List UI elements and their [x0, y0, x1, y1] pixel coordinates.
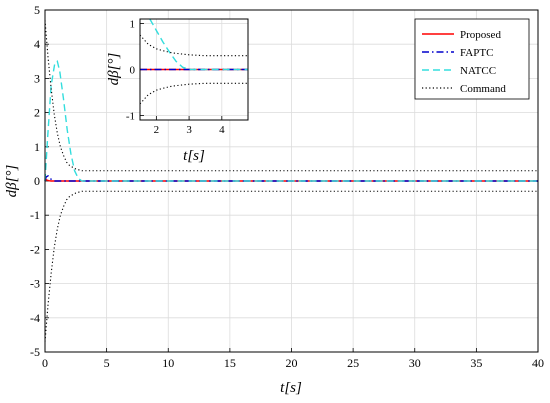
inset-series-command: [139, 34, 248, 57]
main-x-tick-label: 25: [347, 356, 359, 370]
main-x-tick-label: 20: [286, 356, 298, 370]
main-series-command: [44, 20, 538, 172]
main-y-tick-label: 5: [34, 3, 40, 17]
main-x-tick-label: 35: [470, 356, 482, 370]
legend-label-faptc: FAPTC: [460, 47, 493, 59]
inset-series-command-lower: [139, 82, 248, 105]
inset-x-tick-label: 2: [154, 124, 160, 136]
legend: Proposed FAPTC NATCC Command: [414, 18, 530, 100]
inset-y-tick-label: -1: [126, 110, 135, 122]
main-y-tick-label: 3: [34, 71, 40, 85]
main-series-command-lower: [44, 190, 538, 342]
main-y-tick-label: -4: [30, 311, 40, 325]
main-plot-frame: [44, 9, 539, 353]
inset-y-tick-label: 0: [130, 65, 136, 77]
inset-y-tick-label: 1: [130, 19, 136, 31]
inset-tick-labels: 2 3 4 -1 0 1: [126, 19, 225, 136]
main-series-natcc: [44, 60, 538, 182]
main-y-tick-label: -1: [30, 208, 40, 222]
inset-x-axis-label: t[s]: [183, 148, 205, 164]
inset-plot-frame: [139, 18, 249, 121]
legend-label-command: Command: [460, 83, 506, 95]
main-y-tick-label: 0: [34, 174, 40, 188]
legend-box: [414, 18, 530, 100]
main-y-tick-label: -2: [30, 242, 40, 256]
main-y-tick-label: 1: [34, 140, 40, 154]
legend-label-natcc: NATCC: [460, 65, 496, 77]
main-y-tick-label: 2: [34, 106, 40, 120]
main-series: [44, 20, 538, 342]
main-x-tick-label: 5: [104, 356, 110, 370]
main-y-tick-label: -3: [30, 277, 40, 291]
inset-x-tick-label: 3: [186, 124, 192, 136]
inset-chart: 2 3 4 -1 0 1 t[s] dβ[°]: [106, 18, 249, 164]
y-axis-label: dβ[°]: [4, 165, 20, 198]
main-x-tick-label: 40: [532, 356, 544, 370]
inset-x-tick-label: 4: [219, 124, 225, 136]
main-x-tick-label: 30: [409, 356, 421, 370]
x-axis-label: t[s]: [280, 380, 302, 396]
main-x-tick-label: 15: [224, 356, 236, 370]
main-x-tick-label: 10: [162, 356, 174, 370]
main-series-faptc: [44, 174, 538, 182]
inset-series-natcc: [149, 18, 248, 71]
main-y-tick-label: -5: [30, 345, 40, 359]
inset-y-axis-label: dβ[°]: [106, 53, 122, 86]
inset-series: [139, 18, 248, 105]
main-x-tick-label: 0: [42, 356, 48, 370]
main-y-tick-label: 4: [34, 37, 40, 51]
legend-label-proposed: Proposed: [460, 29, 501, 41]
